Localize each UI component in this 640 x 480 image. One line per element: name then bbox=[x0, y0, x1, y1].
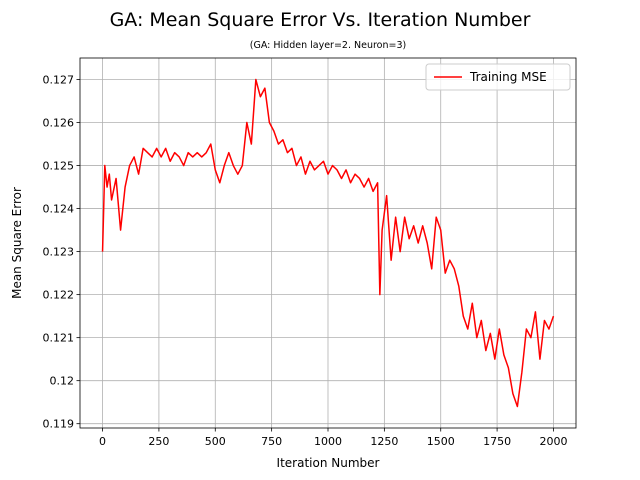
x-tick-label: 1250 bbox=[370, 435, 398, 448]
plot-frame bbox=[79, 57, 577, 429]
y-tick-label: 0.124 bbox=[43, 203, 75, 216]
data-line bbox=[101, 78, 555, 408]
y-tick-label: 0.121 bbox=[43, 332, 75, 345]
x-tick-label: 500 bbox=[205, 435, 226, 448]
x-tick-label: 0 bbox=[99, 435, 106, 448]
x-tick-label: 750 bbox=[261, 435, 282, 448]
chart-title: GA: Mean Square Error Vs. Iteration Numb… bbox=[110, 9, 531, 31]
x-axis-label: Iteration Number bbox=[277, 456, 380, 470]
chart-subtitle: (GA: Hidden layer=2. Neuron=3) bbox=[250, 40, 406, 51]
x-tick-label: 2000 bbox=[539, 435, 567, 448]
y-tick-label: 0.12 bbox=[50, 375, 75, 388]
y-tick-label: 0.125 bbox=[43, 160, 75, 173]
y-tick-label: 0.122 bbox=[43, 289, 75, 302]
legend-label: Training MSE bbox=[469, 70, 547, 84]
legend-box bbox=[425, 63, 571, 91]
y-tick-label: 0.119 bbox=[43, 418, 75, 431]
x-tick-label: 250 bbox=[148, 435, 169, 448]
x-tick-label: 1500 bbox=[427, 435, 455, 448]
y-tick-label: 0.127 bbox=[43, 74, 75, 87]
x-tick-label: 1000 bbox=[314, 435, 342, 448]
y-tick-label: 0.123 bbox=[43, 246, 75, 259]
x-tick-label: 1750 bbox=[483, 435, 511, 448]
y-axis-label: Mean Square Error bbox=[10, 187, 24, 299]
y-tick-label: 0.126 bbox=[43, 117, 75, 130]
